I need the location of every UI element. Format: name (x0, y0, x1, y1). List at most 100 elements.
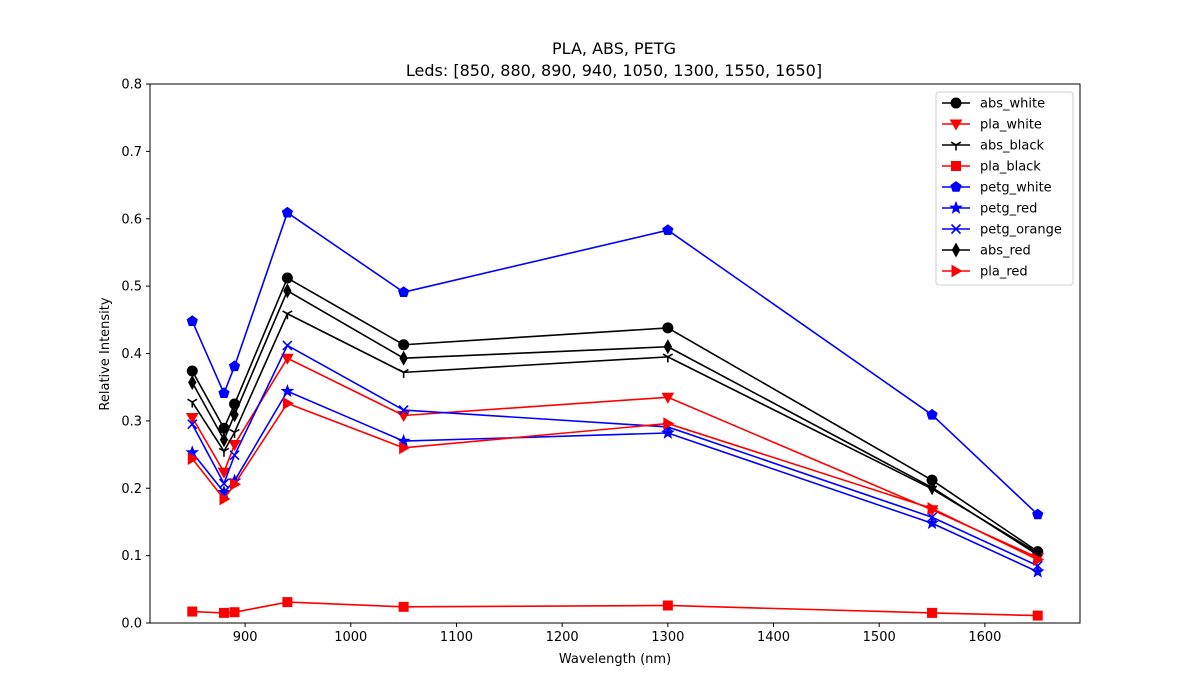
data-point (219, 492, 231, 506)
legend-label: petg_red (980, 202, 1037, 217)
data-point (662, 224, 674, 235)
legend-item: pla_white (942, 118, 1042, 133)
data-point (926, 408, 938, 420)
data-point (281, 353, 294, 365)
series-abs-red (188, 283, 1042, 563)
data-point (187, 606, 198, 617)
data-point (398, 405, 409, 416)
data-point (927, 607, 938, 618)
data-point (282, 340, 293, 351)
series-petg-white (186, 206, 1044, 520)
data-point (219, 432, 229, 448)
data-point (663, 417, 675, 430)
y-tick-label: 0.6 (121, 212, 142, 227)
x-tick-label: 1300 (651, 630, 684, 645)
legend-label: abs_red (980, 244, 1031, 259)
data-point (187, 452, 199, 465)
x-tick-label: 1200 (546, 630, 579, 645)
series-line (191, 357, 1039, 559)
legend-marker (950, 97, 962, 109)
legend-box (935, 91, 1074, 286)
data-point (188, 374, 197, 391)
axis-ticks: 900 1000 1100 1200 1300 1400 1500 1600 0.0 0.1 0.2… (121, 78, 1001, 646)
data-point (1032, 508, 1044, 520)
legend-marker (951, 242, 961, 258)
legend-item: petg_orange (942, 223, 1062, 238)
data-point (230, 477, 242, 491)
data-point (218, 478, 230, 489)
data-point (926, 512, 938, 523)
y-tick-label: 0.5 (121, 280, 142, 295)
data-point (218, 387, 230, 399)
legend-marker (949, 119, 963, 131)
x-tick-label: 900 (233, 630, 258, 645)
series-petg-orange (187, 340, 1043, 571)
legend-label: pla_white (980, 118, 1042, 133)
legend-marker (949, 200, 963, 214)
data-point (662, 600, 673, 611)
data-point (230, 407, 239, 423)
data-point (217, 485, 231, 499)
legend-item: pla_red (942, 265, 1028, 280)
data-point (229, 428, 240, 438)
legend-item: abs_red (942, 242, 1031, 259)
data-point (398, 286, 410, 297)
x-axis-label: Wavelength (nm) (559, 652, 671, 667)
legend-label: petg_white (980, 181, 1052, 196)
legend: abs_white pla_white abs_black pla_blackpetg… (935, 91, 1074, 286)
data-point (399, 350, 408, 366)
legend-label: pla_red (980, 265, 1028, 280)
y-tick-label: 0.2 (121, 482, 142, 497)
series-pla-black (187, 597, 1043, 621)
data-point (1032, 610, 1043, 621)
data-point (228, 360, 241, 372)
data-point (662, 353, 674, 363)
data-point (927, 480, 937, 496)
y-tick-label: 0.3 (121, 414, 142, 429)
y-tick-label: 0.4 (121, 347, 142, 362)
data-point (228, 439, 241, 451)
data-point (229, 450, 240, 461)
y-axis-label: Relative Intensity (98, 297, 113, 410)
data-point (927, 502, 939, 515)
data-point (283, 283, 292, 299)
x-tick-label: 1100 (440, 630, 473, 645)
data-point (399, 441, 411, 455)
y-tick-label: 0.8 (121, 78, 142, 93)
legend-item: abs_white (942, 97, 1045, 112)
data-point (281, 272, 293, 284)
series-line (191, 344, 1039, 567)
data-point (661, 392, 675, 404)
data-point (186, 315, 198, 326)
data-point (218, 607, 229, 618)
legend-marker (951, 264, 963, 278)
data-point (217, 467, 231, 479)
legend-marker (950, 181, 962, 192)
legend-label: abs_white (980, 97, 1045, 112)
data-point (282, 396, 294, 410)
y-tick-label: 0.1 (121, 549, 142, 564)
data-point (663, 339, 673, 355)
y-tick-label: 0.0 (121, 617, 142, 632)
x-tick-label: 1500 (863, 630, 896, 645)
series-pla-red (187, 396, 1045, 567)
legend-item: pla_black (942, 160, 1041, 175)
series-layer (185, 206, 1045, 621)
legend-item: petg_red (942, 200, 1037, 217)
legend-label: pla_black (980, 160, 1041, 175)
x-tick-label: 1600 (968, 630, 1001, 645)
legend-item: abs_black (942, 139, 1044, 154)
data-point (280, 383, 295, 398)
legend-marker (950, 141, 962, 151)
data-point (218, 447, 230, 457)
legend-marker (951, 161, 961, 171)
data-point (187, 398, 198, 408)
legend-marker (950, 223, 962, 235)
x-tick-label: 1000 (334, 630, 367, 645)
legend-item: petg_white (942, 181, 1052, 196)
series-line (191, 312, 1039, 554)
data-point (229, 607, 240, 618)
data-point (282, 597, 293, 608)
legend-label: abs_black (980, 139, 1044, 154)
data-point (398, 368, 409, 378)
